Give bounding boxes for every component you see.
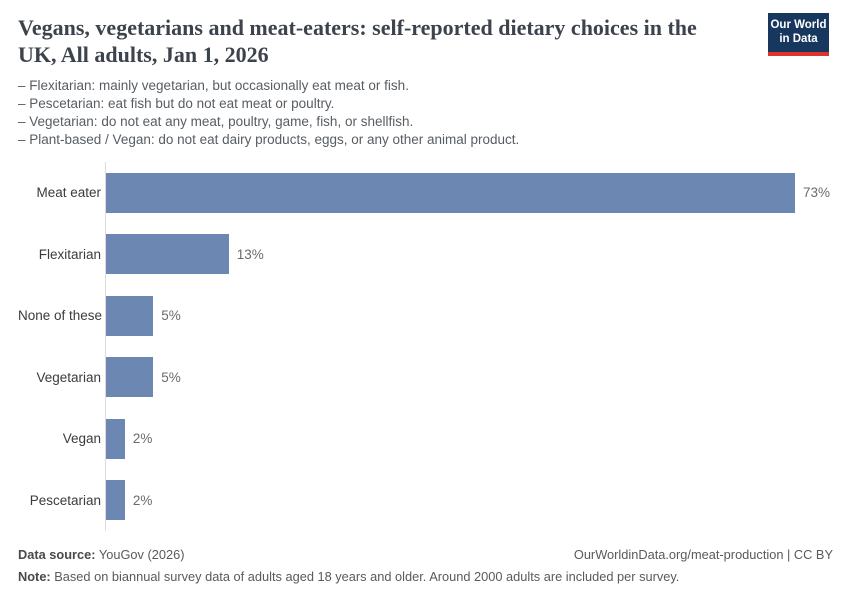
bar-chart: Meat eater 73% Flexitarian 13% None of these… <box>18 162 833 531</box>
subtitle-line: – Flexitarian: mainly vegetarian, but oc… <box>18 78 409 93</box>
bar[interactable] <box>106 418 125 459</box>
category-label: Meat eater <box>36 185 101 201</box>
category-label: Vegan <box>62 431 101 447</box>
bar-area: 5% <box>105 346 833 408</box>
category-label: None of these <box>18 308 103 324</box>
category-label: Pescetarian <box>29 492 101 508</box>
subtitle-line: – Plant-based / Vegan: do not eat dairy … <box>18 132 520 147</box>
bar-area: 2% <box>105 469 833 531</box>
bar-area: 5% <box>105 285 833 347</box>
value-label: 13% <box>236 246 264 262</box>
footer-credit-link[interactable]: OurWorldinData.org/meat-production | CC … <box>573 547 833 562</box>
subtitle-line: – Pescetarian: eat fish but do not eat m… <box>18 96 335 111</box>
chart-header: Vegans, vegetarians and meat-eaters: sel… <box>18 14 832 149</box>
bar[interactable] <box>106 295 154 336</box>
chart-row: Flexitarian 13% <box>18 223 833 285</box>
chart-row: None of these 5% <box>18 285 833 347</box>
bar-area: 13% <box>105 223 833 285</box>
chart-footer: Data source: YouGov (2026) OurWorldinDat… <box>18 547 833 585</box>
value-label: 5% <box>161 308 181 324</box>
chart-row: Vegan 2% <box>18 408 833 470</box>
value-label: 5% <box>161 369 181 385</box>
subtitle-line: – Vegetarian: do not eat any meat, poult… <box>18 114 414 129</box>
bar-area: 2% <box>105 408 833 470</box>
value-label: 2% <box>132 492 153 508</box>
owid-logo[interactable]: Our World in Data <box>768 13 829 56</box>
owid-logo-line2: in Data <box>779 32 818 45</box>
category-label: Flexitarian <box>38 246 101 262</box>
category-label: Vegetarian <box>36 369 101 385</box>
footer-line1: Data source: YouGov (2026) OurWorldinDat… <box>18 547 833 563</box>
value-label: 2% <box>132 431 153 447</box>
data-source-value: YouGov (2026) <box>95 547 185 562</box>
chart-title: Vegans, vegetarians and meat-eaters: sel… <box>18 15 697 67</box>
bar[interactable] <box>106 172 795 213</box>
footer-note-label: Note: <box>18 569 51 584</box>
value-label: 73% <box>803 185 831 201</box>
bar-area: 73% <box>105 162 833 224</box>
chart-row: Meat eater 73% <box>18 162 833 224</box>
chart-row: Pescetarian 2% <box>18 469 833 531</box>
data-source: Data source: YouGov (2026) <box>18 547 184 563</box>
footer-note: Note: Based on biannual survey data of a… <box>18 569 833 585</box>
bar[interactable] <box>106 480 125 521</box>
data-source-label: Data source: <box>18 547 96 562</box>
bar[interactable] <box>106 234 229 275</box>
bar[interactable] <box>106 357 154 398</box>
chart-row: Vegetarian 5% <box>18 346 833 408</box>
chart-subtitle: – Flexitarian: mainly vegetarian, but oc… <box>18 77 832 149</box>
owid-logo-line1: Our World <box>770 19 827 31</box>
footer-note-value: Based on biannual survey data of adults … <box>50 569 680 584</box>
